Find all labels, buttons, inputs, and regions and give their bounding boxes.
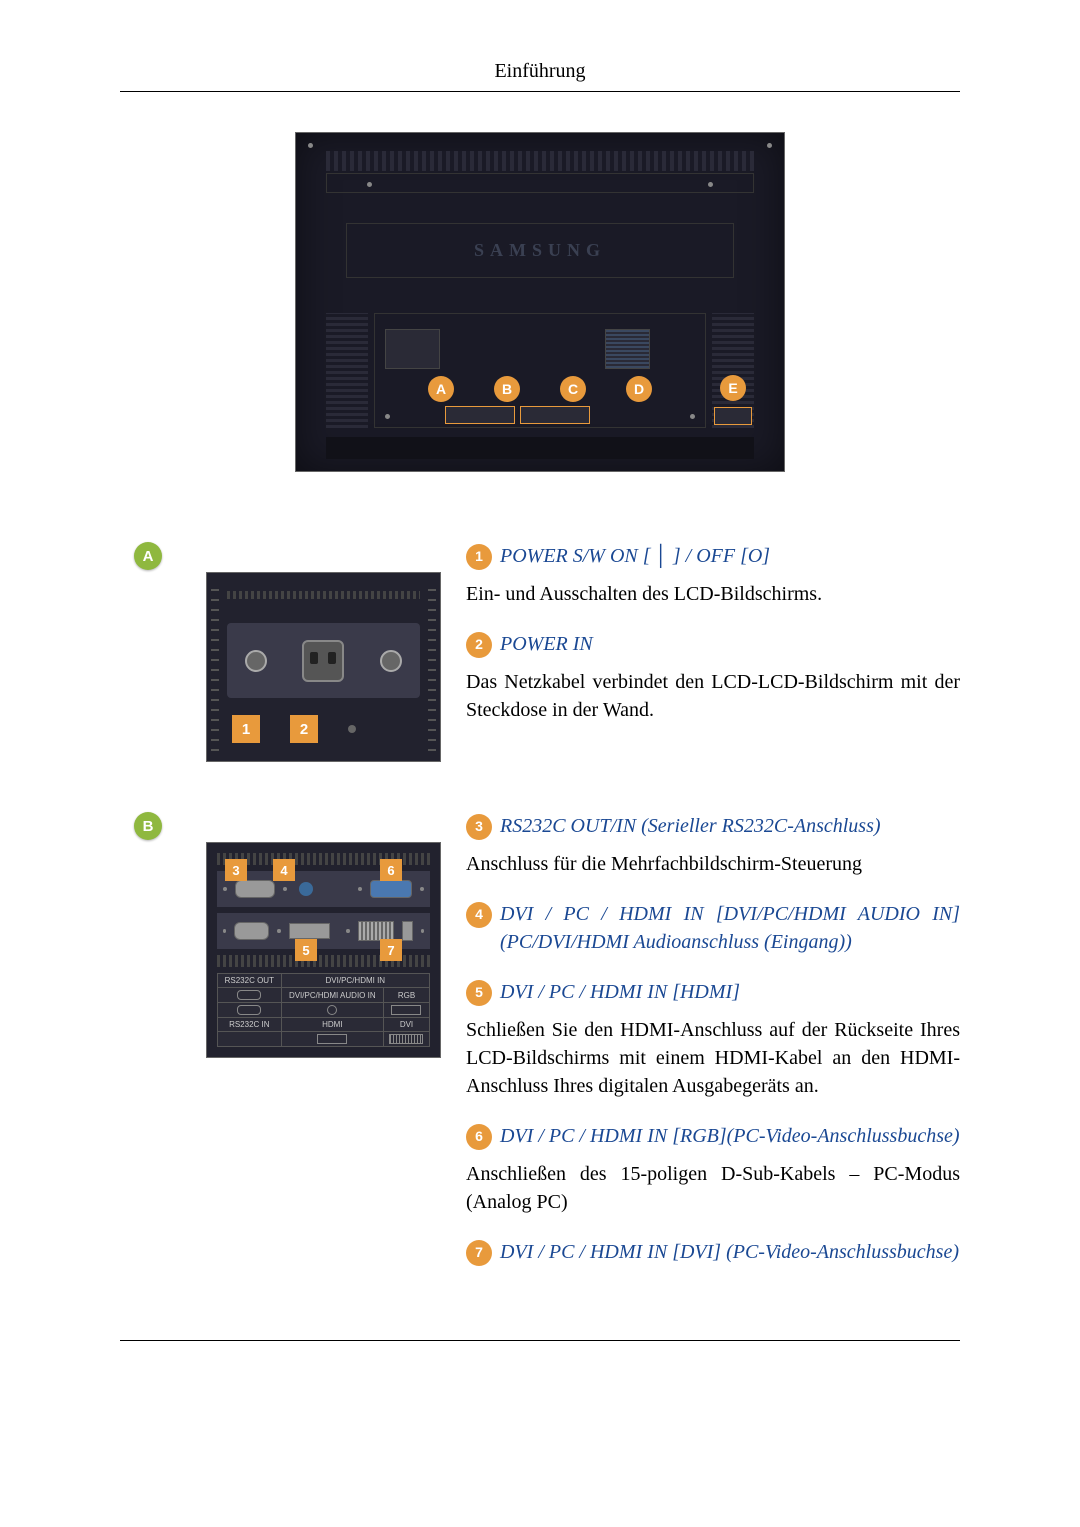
item-7: 7 DVI / PC / HDMI IN [DVI] (PC-Video-Ans… [466, 1238, 960, 1266]
num-badge-2: 2 [290, 715, 318, 743]
item-num-2: 2 [466, 632, 492, 658]
brand-logo-text: SAMSUNG [474, 240, 606, 261]
item-title-7: DVI / PC / HDMI IN [DVI] (PC-Video-Ansch… [500, 1238, 960, 1266]
panel-a-illustration: 1 2 [206, 572, 441, 762]
page-header-title: Einführung [120, 60, 960, 83]
item-2: 2 POWER IN Das Netzkabel verbindet den L… [466, 630, 960, 724]
item-num-5: 5 [466, 980, 492, 1006]
item-title-6: DVI / PC / HDMI IN [RGB](PC-Video-Anschl… [500, 1122, 960, 1150]
num-badge-4: 4 [273, 859, 295, 881]
main-panel-illustration: SAMSUNG A B C D [120, 132, 960, 472]
num-badge-6: 6 [380, 859, 402, 881]
item-title-3: RS232C OUT/IN (Serieller RS232C-Anschlus… [500, 812, 960, 840]
panel-b-illustration: 3 4 6 [206, 842, 441, 1058]
panel-marker-e: E [720, 375, 746, 401]
panel-marker-a: A [428, 376, 454, 402]
port-label-table: RS232C OUT DVI/PC/HDMI IN DVI/PC/HDMI AU… [217, 973, 430, 1047]
item-6: 6 DVI / PC / HDMI IN [RGB](PC-Video-Ansc… [466, 1122, 960, 1216]
item-1: 1 POWER S/W ON [ │ ] / OFF [O] Ein- und … [466, 542, 960, 608]
section-badge-a: A [134, 542, 162, 570]
item-title-1: POWER S/W ON [ │ ] / OFF [O] [500, 542, 770, 570]
item-num-4: 4 [466, 902, 492, 928]
item-title-2: POWER IN [500, 630, 593, 658]
item-4: 4 DVI / PC / HDMI IN [DVI/PC/HDMI AUDIO … [466, 900, 960, 956]
section-b: B 3 4 6 [120, 812, 960, 1280]
item-title-4: DVI / PC / HDMI IN [DVI/PC/HDMI AUDIO IN… [500, 900, 960, 956]
panel-marker-b: B [494, 376, 520, 402]
num-badge-5: 5 [295, 939, 317, 961]
num-badge-1: 1 [232, 715, 260, 743]
item-desc-5: Schließen Sie den HDMI-Anschluss auf der… [466, 1016, 960, 1100]
item-desc-2: Das Netzkabel verbindet den LCD-LCD-Bild… [466, 668, 960, 724]
item-title-5: DVI / PC / HDMI IN [HDMI] [500, 978, 740, 1006]
num-badge-3: 3 [225, 859, 247, 881]
header-divider [120, 91, 960, 92]
item-5: 5 DVI / PC / HDMI IN [HDMI] Schließen Si… [466, 978, 960, 1100]
section-a: A 1 2 [120, 542, 960, 762]
item-num-7: 7 [466, 1240, 492, 1266]
item-num-1: 1 [466, 544, 492, 570]
item-desc-1: Ein- und Ausschalten des LCD-Bildschirms… [466, 580, 960, 608]
panel-marker-d: D [626, 376, 652, 402]
item-num-3: 3 [466, 814, 492, 840]
item-3: 3 RS232C OUT/IN (Serieller RS232C-Anschl… [466, 812, 960, 878]
document-page: Einführung SAMSUNG A B C [0, 0, 1080, 1421]
section-badge-b: B [134, 812, 162, 840]
num-badge-7: 7 [380, 939, 402, 961]
footer-divider [120, 1340, 960, 1341]
item-desc-6: Anschließen des 15-poligen D-Sub-Kabels … [466, 1160, 960, 1216]
item-num-6: 6 [466, 1124, 492, 1150]
item-desc-3: Anschluss für die Mehrfachbildschirm-Ste… [466, 850, 960, 878]
panel-marker-c: C [560, 376, 586, 402]
